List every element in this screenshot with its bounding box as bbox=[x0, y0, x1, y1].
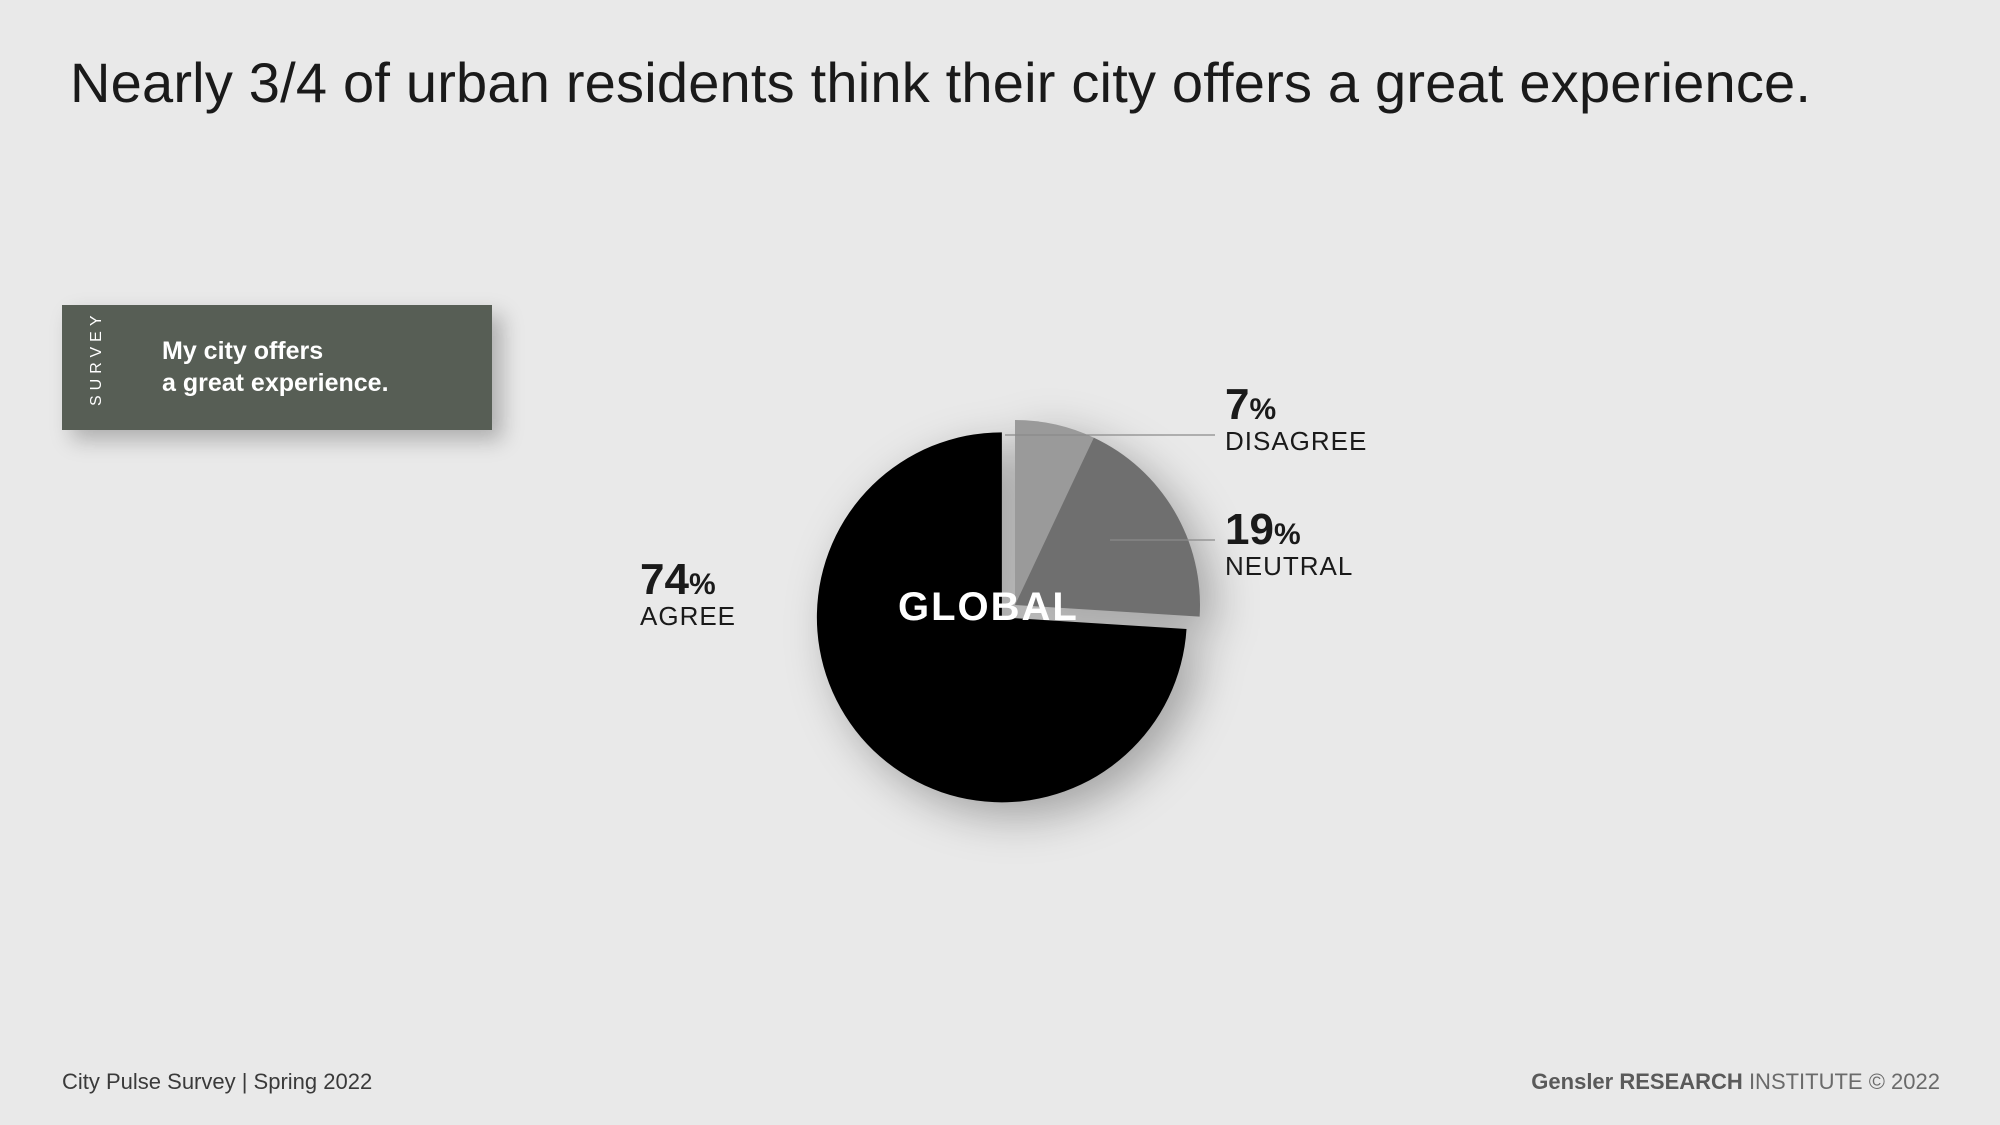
callout-agree: 74% AGREE bbox=[640, 555, 736, 632]
neutral-label: NEUTRAL bbox=[1225, 551, 1353, 582]
agree-pct: 74 bbox=[640, 555, 689, 604]
survey-line1: My city offers bbox=[162, 337, 323, 365]
percent-sign: % bbox=[1274, 518, 1301, 551]
footer-research: RESEARCH bbox=[1619, 1069, 1742, 1094]
disagree-pct: 7 bbox=[1225, 380, 1249, 429]
survey-box: SURVEY My city offers a great experience… bbox=[62, 305, 492, 430]
footer-source: City Pulse Survey | Spring 2022 bbox=[62, 1069, 372, 1095]
pie-chart: GLOBAL 74% AGREE 7% DISAGREE 19% NEUTRAL bbox=[640, 380, 1440, 880]
survey-statement: My city offers a great experience. bbox=[162, 336, 389, 399]
percent-sign: % bbox=[1249, 393, 1276, 426]
callout-neutral: 19% NEUTRAL bbox=[1225, 505, 1353, 582]
pie-center-label: GLOBAL bbox=[898, 585, 1079, 630]
percent-sign: % bbox=[689, 568, 716, 601]
survey-line2: a great experience. bbox=[162, 369, 389, 397]
footer-brand: Gensler bbox=[1531, 1069, 1613, 1094]
footer-copyright: © 2022 bbox=[1869, 1069, 1940, 1094]
footer-attribution: Gensler RESEARCH INSTITUTE © 2022 bbox=[1531, 1069, 1940, 1095]
neutral-pct: 19 bbox=[1225, 505, 1274, 554]
disagree-label: DISAGREE bbox=[1225, 426, 1367, 457]
page-title: Nearly 3/4 of urban residents think thei… bbox=[70, 50, 1811, 115]
agree-label: AGREE bbox=[640, 601, 736, 632]
callout-disagree: 7% DISAGREE bbox=[1225, 380, 1367, 457]
survey-side-label: SURVEY bbox=[88, 326, 106, 406]
footer-institute: INSTITUTE bbox=[1743, 1069, 1863, 1094]
